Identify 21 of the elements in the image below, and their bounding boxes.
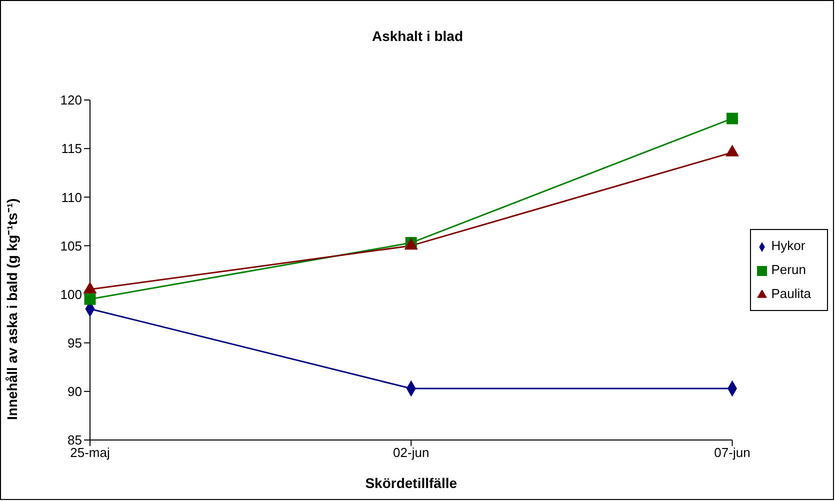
- chart-title: Askhalt i blad: [370, 28, 464, 44]
- x-tick-label: 25-maj: [70, 445, 110, 460]
- y-tick-label: 100: [60, 286, 82, 302]
- x-axis-title: Skördetillfälle: [365, 475, 458, 491]
- point: [726, 112, 738, 124]
- legend-label: Hykor: [771, 238, 806, 253]
- y-tick-label: 85: [68, 432, 82, 448]
- y-tick-label: 105: [60, 238, 82, 254]
- x-tick-label: 02-jun: [393, 445, 430, 460]
- point: [84, 282, 96, 294]
- x-tick-label: 07-jun: [714, 445, 750, 460]
- legend-label: Perun: [771, 262, 806, 277]
- point: [726, 145, 739, 156]
- y-tick-label: 110: [61, 190, 82, 205]
- y-tick-label: 95: [68, 335, 82, 350]
- y-tick-label: 115: [61, 141, 82, 156]
- legend-label: Paulita: [771, 286, 811, 301]
- y-tick-label: 90: [68, 384, 82, 400]
- y-axis-title: Innehåll av aska i bald (g kg⁻¹ts⁻¹): [4, 198, 20, 420]
- y-tick-label: 120: [60, 92, 82, 108]
- point: [84, 293, 96, 305]
